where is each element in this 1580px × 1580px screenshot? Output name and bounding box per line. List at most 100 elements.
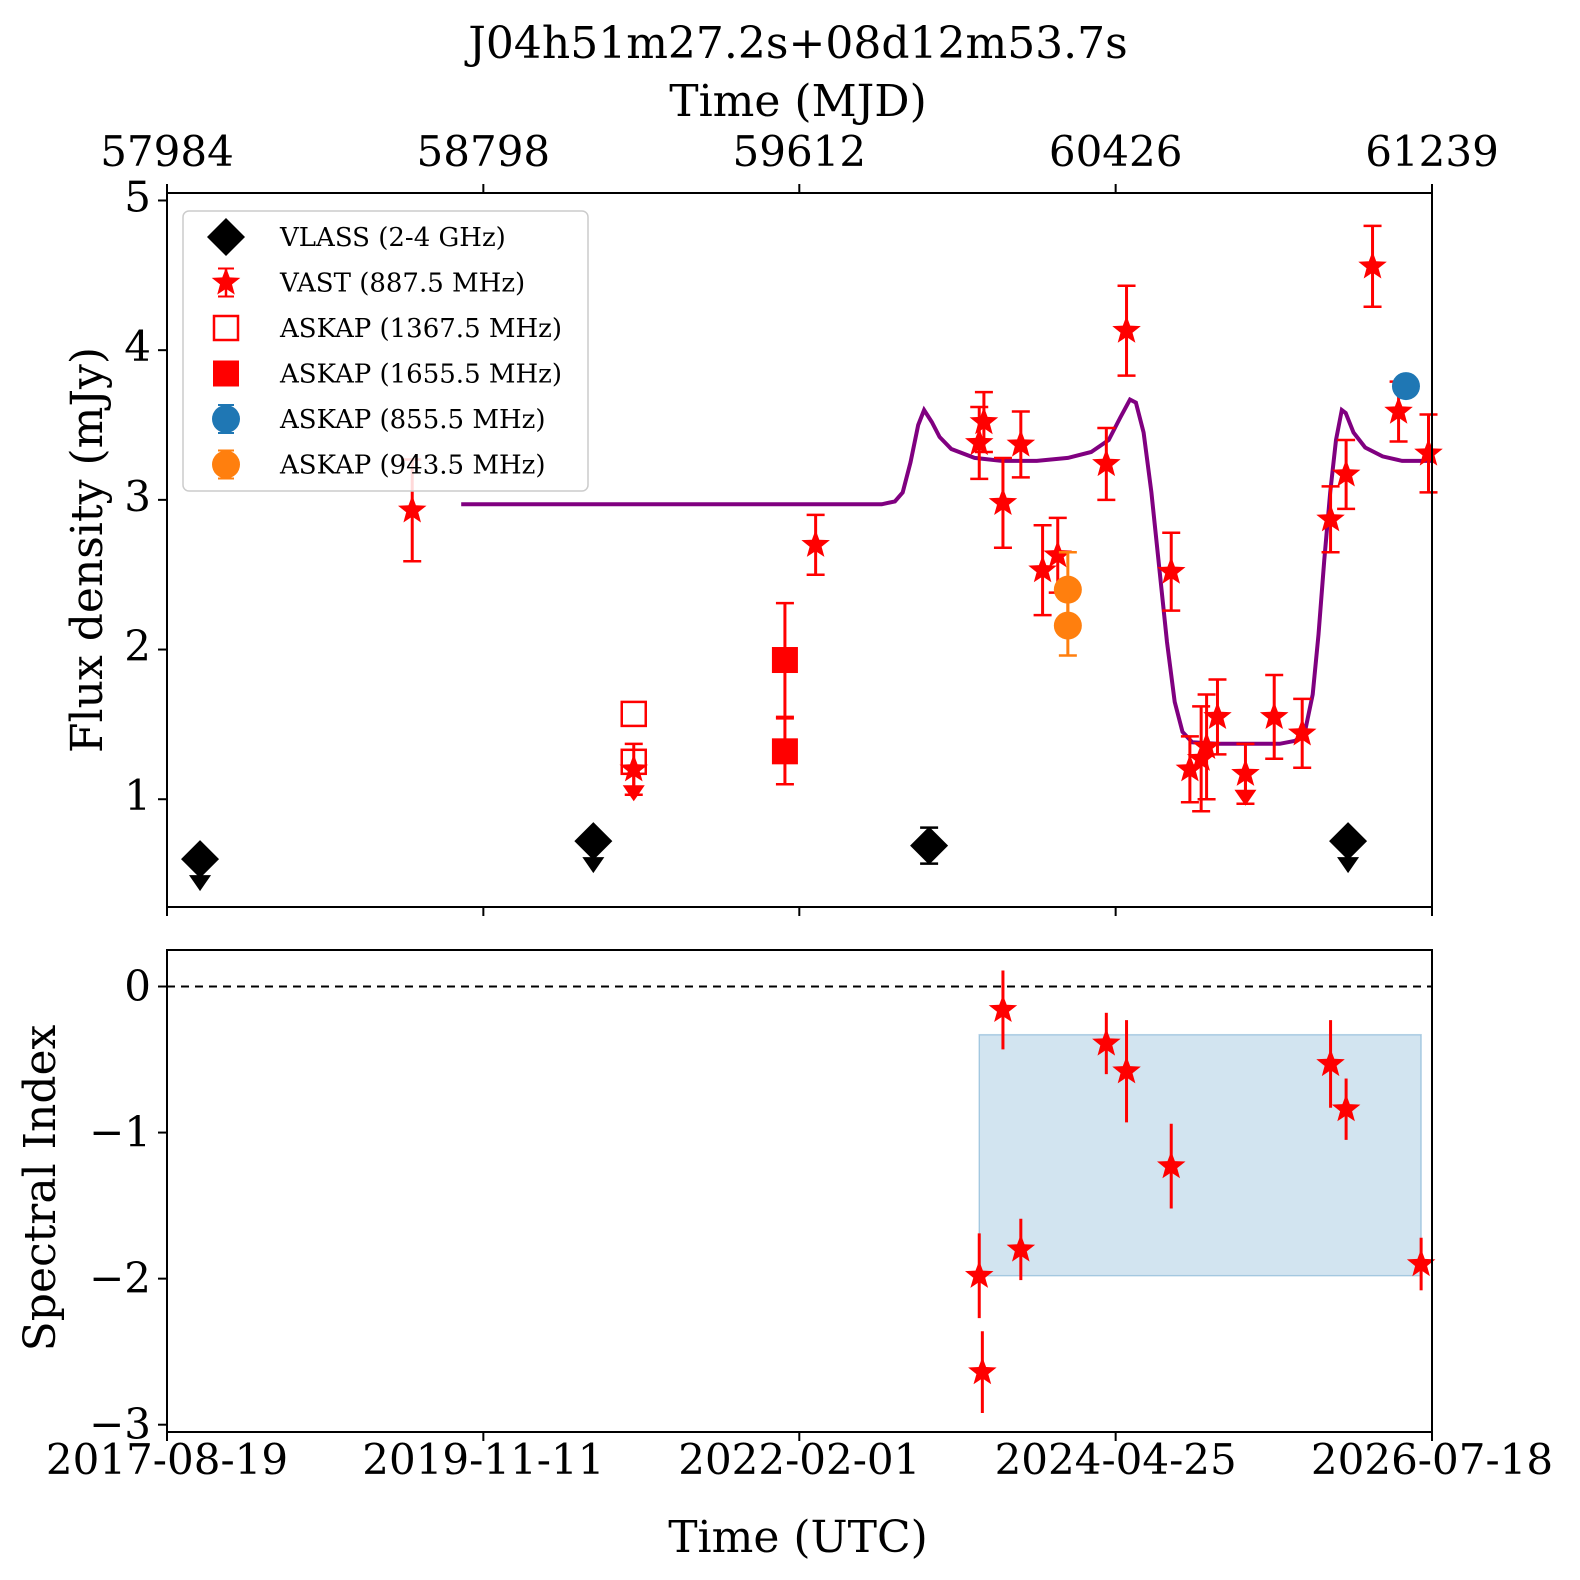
- x-tick-label: 2017-08-19: [46, 1435, 288, 1484]
- data-point: [988, 994, 1018, 1022]
- data-point: [574, 822, 613, 861]
- data-point: [620, 748, 647, 776]
- chart-title: J04h51m27.2s+08d12m53.7s: [464, 18, 1128, 69]
- data-point: [771, 738, 798, 765]
- data-point: [968, 1357, 997, 1385]
- data-point: [1329, 822, 1368, 861]
- data-point: [398, 495, 427, 523]
- data-point: [1112, 315, 1141, 343]
- legend-entry: VLASS (2-4 GHz): [207, 218, 506, 256]
- data-point: [1186, 743, 1216, 771]
- legend-entry: ASKAP (1367.5 MHz): [212, 314, 562, 344]
- x-tick-label: 2024-04-25: [995, 1435, 1237, 1484]
- data-point: [1157, 556, 1186, 584]
- series-vast-887-5-mhz-: [398, 224, 1443, 813]
- bottom-axis-ticks: 2017-08-19 2019-11-11 2022-02-01 2024-04-25…: [46, 1432, 1553, 1484]
- x-axis-label: Time (UTC): [668, 1512, 928, 1563]
- model-curve: [461, 396, 1432, 746]
- data-point: [1175, 754, 1205, 782]
- legend-marker: [212, 450, 240, 479]
- data-point: [1331, 1094, 1361, 1122]
- y-tick-label: −3: [89, 1400, 151, 1449]
- data-point: [988, 487, 1018, 515]
- top-x-tick-label: 58798: [417, 127, 551, 176]
- upper-limit-arrow: [1337, 857, 1360, 874]
- legend-label: ASKAP (943.5 MHz): [279, 451, 545, 481]
- upper-limit-arrow: [1234, 789, 1257, 806]
- legend-entry: ASKAP (1655.5 MHz): [213, 360, 562, 390]
- flux-y-ticks: 1 2 3 4 5: [124, 172, 167, 820]
- upper-limit-arrow: [622, 785, 645, 802]
- y-tick-label: 2: [124, 622, 151, 671]
- data-point: [1231, 758, 1260, 786]
- data-point: [1316, 504, 1345, 532]
- data-point: [620, 700, 647, 728]
- data-point: [1331, 459, 1361, 487]
- data-point: [1203, 701, 1232, 729]
- data-point: [181, 840, 220, 879]
- legend-marker: [207, 218, 245, 256]
- top-x-tick-label: 59612: [733, 127, 867, 176]
- data-point: [1414, 438, 1443, 466]
- data-point: [1406, 1249, 1436, 1277]
- flux-y-axis-label: Flux density (mJy): [62, 347, 113, 753]
- series-askap-1367-5-mhz-: [620, 700, 647, 776]
- data-point: [969, 407, 999, 435]
- y-tick-label: 0: [124, 962, 151, 1011]
- index-panel: 0−1−2−3 2017-08-19 2019-11-11 2022-02-01 20…: [15, 949, 1553, 1484]
- shaded-band: [978, 1033, 1422, 1277]
- data-point: [801, 529, 830, 557]
- y-tick-label: 4: [124, 322, 151, 371]
- top-x-tick-label: 57984: [100, 127, 234, 176]
- series-askap-855-5-mhz-: [1391, 372, 1420, 401]
- index-series: [965, 970, 1436, 1414]
- upper-limit-arrow: [189, 875, 212, 892]
- index-y-ticks: 0 −1 −2 −3: [89, 962, 167, 1449]
- top-x-tick-label: 60426: [1049, 127, 1183, 176]
- data-point: [1092, 448, 1121, 477]
- data-point: [910, 826, 949, 865]
- legend-label: ASKAP (1655.5 MHz): [279, 360, 562, 390]
- top-axis-label: Time (MJD): [669, 76, 926, 127]
- data-point: [619, 754, 648, 782]
- x-tick-label: 2026-07-18: [1311, 1435, 1553, 1484]
- legend: VLASS (2-4 GHz) VAST (887.5 MHz) ASKAP (13…: [182, 210, 589, 492]
- legend-marker: [212, 314, 240, 342]
- legend-entry: ASKAP (943.5 MHz): [212, 449, 545, 481]
- legend-marker: [211, 267, 241, 295]
- legend-box: [182, 210, 589, 492]
- series-askap-1655-5-mhz-: [771, 601, 798, 786]
- series-askap-943-5-mhz-: [1053, 550, 1082, 657]
- data-point: [1316, 1048, 1345, 1077]
- upper-limit-arrow: [582, 857, 605, 874]
- y-tick-label: −1: [89, 1108, 151, 1157]
- y-tick-label: 1: [124, 771, 151, 820]
- y-tick-label: 3: [124, 472, 151, 521]
- data-point: [1112, 1056, 1141, 1084]
- data-point: [771, 647, 798, 674]
- data-point: [1157, 1151, 1186, 1179]
- legend-label: ASKAP (1367.5 MHz): [279, 314, 562, 344]
- flux-plot-area: [181, 224, 1443, 892]
- y-tick-label: 5: [124, 172, 151, 221]
- data-point: [965, 1260, 994, 1288]
- index-plot-area: [167, 970, 1436, 1414]
- flux-panel: 1 2 3 4 5 57984 58798 59612 60426 61239 Flux den…: [62, 127, 1499, 916]
- legend-label: ASKAP (855.5 MHz): [279, 405, 545, 435]
- data-point: [1391, 372, 1420, 401]
- y-tick-label: −2: [89, 1254, 151, 1303]
- legend-marker: [212, 405, 240, 433]
- top-x-tick-label: 61239: [1365, 127, 1499, 176]
- legend-entry: ASKAP (855.5 MHz): [212, 404, 545, 435]
- data-point: [1192, 731, 1221, 759]
- data-point: [1259, 701, 1289, 729]
- legend-label: VLASS (2-4 GHz): [279, 223, 506, 253]
- index-y-axis-label: Spectral Index: [15, 1024, 66, 1351]
- data-point: [965, 428, 994, 456]
- x-tick-label: 2022-02-01: [678, 1435, 920, 1484]
- legend-marker: [213, 360, 239, 387]
- legend-entry: VAST (887.5 MHz): [211, 267, 525, 299]
- data-point: [1006, 1234, 1036, 1262]
- series-vlass-2-4-ghz-: [181, 822, 1368, 892]
